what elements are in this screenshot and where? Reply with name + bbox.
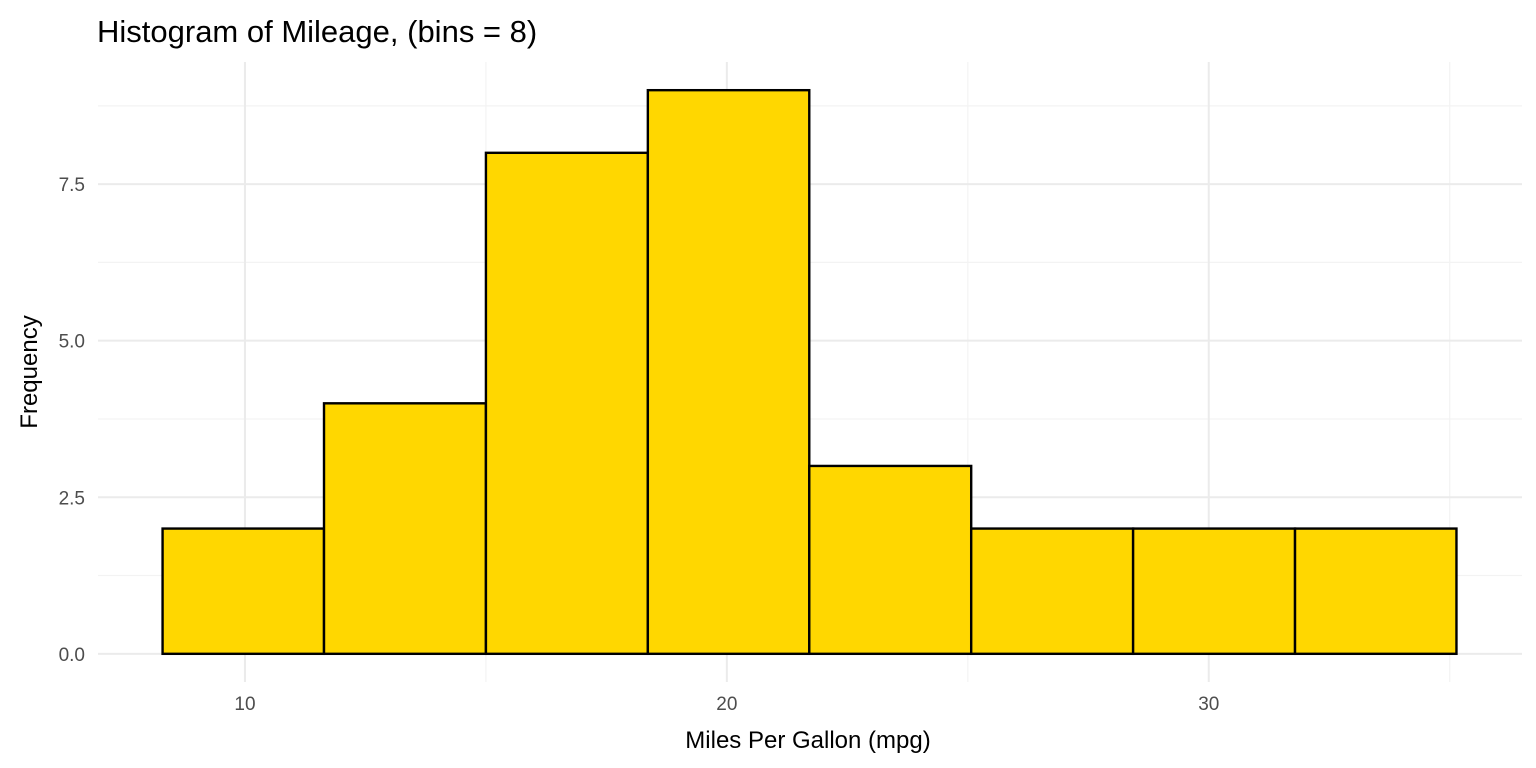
x-tick-label: 30 bbox=[1198, 694, 1219, 715]
x-tick-label: 20 bbox=[716, 694, 737, 715]
histogram-bar-8 bbox=[1293, 527, 1458, 656]
histogram-bar-7 bbox=[1131, 527, 1297, 656]
histogram-bar-5 bbox=[808, 464, 973, 656]
y-tick-label: 5.0 bbox=[59, 332, 85, 353]
chart-title: Histogram of Mileage, (bins = 8) bbox=[97, 14, 537, 49]
x-axis-tick-labels: 10 20 30 bbox=[234, 694, 1219, 715]
x-axis-title: Miles Per Gallon (mpg) bbox=[685, 727, 930, 754]
histogram-bar-1 bbox=[161, 527, 326, 656]
histogram-bar-6 bbox=[969, 527, 1135, 656]
y-axis-title: Frequency bbox=[16, 315, 43, 428]
y-tick-label: 0.0 bbox=[59, 645, 85, 666]
histogram-bar-4 bbox=[646, 88, 811, 656]
histogram-bar-2 bbox=[322, 402, 488, 656]
y-tick-label: 7.5 bbox=[59, 175, 85, 196]
histogram-bars bbox=[161, 88, 1458, 656]
x-tick-label: 10 bbox=[234, 694, 255, 715]
histogram-bar-3 bbox=[484, 151, 650, 656]
y-tick-label: 2.5 bbox=[59, 488, 85, 509]
y-axis-tick-labels: 0.0 2.5 5.0 7.5 bbox=[59, 175, 85, 666]
